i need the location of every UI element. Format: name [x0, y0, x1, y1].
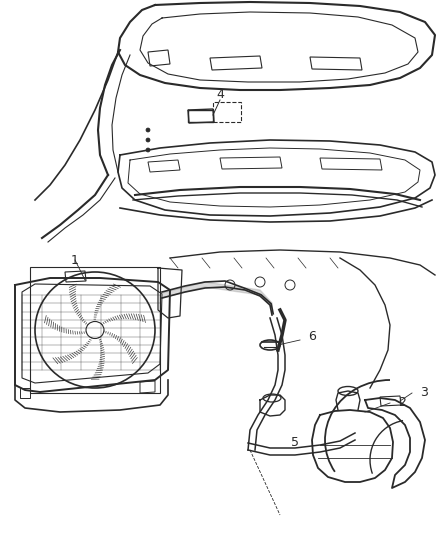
Text: 4: 4: [216, 88, 224, 101]
Polygon shape: [162, 282, 272, 308]
Circle shape: [146, 148, 150, 152]
Text: 3: 3: [420, 386, 428, 400]
Text: 1: 1: [71, 254, 79, 266]
Circle shape: [146, 138, 150, 142]
Text: 5: 5: [291, 437, 299, 449]
Bar: [213, 102, 241, 122]
Bar: [30, 267, 160, 393]
Text: 2: 2: [398, 397, 406, 409]
Polygon shape: [188, 109, 214, 123]
Circle shape: [146, 128, 150, 132]
Polygon shape: [380, 396, 401, 406]
Text: 6: 6: [308, 330, 316, 343]
